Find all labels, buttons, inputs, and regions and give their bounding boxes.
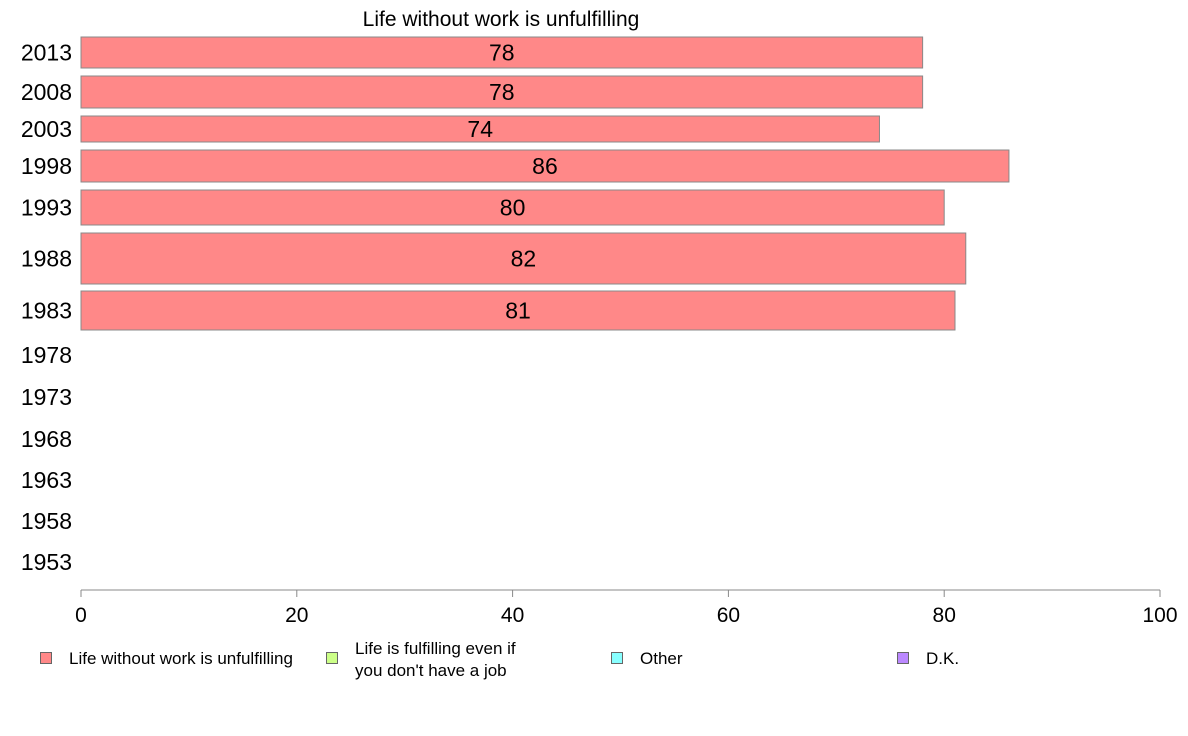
bar bbox=[80, 75, 924, 109]
x-tick-label: 80 bbox=[933, 604, 956, 627]
x-tick-label: 40 bbox=[501, 604, 524, 627]
bar-value-label: 86 bbox=[532, 153, 558, 179]
y-tick-label: 1973 bbox=[21, 384, 72, 410]
legend-item-other: Other bbox=[611, 638, 683, 670]
y-tick-label: 1958 bbox=[21, 508, 72, 534]
legend-label: Other bbox=[640, 649, 683, 668]
x-tick-label: 60 bbox=[717, 604, 740, 627]
y-tick-label: 1993 bbox=[21, 195, 72, 221]
chart-title: Life without work is unfulfilling bbox=[363, 8, 640, 31]
legend-swatch bbox=[611, 652, 623, 664]
y-tick-label: 1998 bbox=[21, 153, 72, 179]
y-tick-label: 1953 bbox=[21, 549, 72, 575]
y-tick-label: 1968 bbox=[21, 426, 72, 452]
x-axis: 0 20 40 60 80 100 bbox=[75, 589, 1178, 627]
y-axis-labels: 2013 2008 2003 1998 1993 1988 1983 1978 1973 1968… bbox=[21, 40, 72, 576]
y-tick-label: 1988 bbox=[21, 246, 72, 272]
y-tick-label: 2003 bbox=[21, 116, 72, 142]
bar bbox=[80, 232, 967, 285]
legend-swatch bbox=[897, 652, 909, 664]
x-tick-label: 100 bbox=[1142, 604, 1177, 627]
bar-value-label: 80 bbox=[500, 195, 526, 221]
bar bbox=[80, 290, 956, 331]
legend-swatch bbox=[40, 652, 52, 664]
bar-value-label: 82 bbox=[511, 246, 537, 272]
y-tick-label: 2008 bbox=[21, 79, 72, 105]
legend-label: Life is fulfilling even if you don't hav… bbox=[355, 639, 516, 680]
legend-item-unfulfilling: Life without work is unfulfilling bbox=[40, 638, 293, 670]
legend: Life without work is unfulfilling Life i… bbox=[0, 638, 1188, 688]
legend-item-fulfilling: Life is fulfilling even if you don't hav… bbox=[326, 638, 516, 682]
bar bbox=[80, 36, 924, 69]
bar-value-label: 74 bbox=[467, 116, 493, 142]
bar bbox=[80, 189, 945, 226]
y-tick-label: 2013 bbox=[21, 40, 72, 66]
bar-chart: Life without work is unfulfilling 78 78 74… bbox=[21, 8, 1178, 627]
y-tick-label: 1978 bbox=[21, 342, 72, 368]
legend-label: D.K. bbox=[926, 649, 960, 668]
x-tick-label: 0 bbox=[75, 604, 87, 627]
legend-label: Life without work is unfulfilling bbox=[69, 649, 293, 668]
bar bbox=[80, 115, 880, 143]
legend-swatch bbox=[326, 652, 338, 664]
bar-value-label: 81 bbox=[505, 298, 531, 324]
bar bbox=[80, 149, 1010, 183]
legend-item-dk: D.K. bbox=[897, 638, 959, 670]
y-tick-label: 1983 bbox=[21, 298, 72, 324]
bar-value-label: 78 bbox=[489, 40, 515, 66]
x-tick-label: 20 bbox=[285, 604, 308, 627]
y-tick-label: 1963 bbox=[21, 467, 72, 493]
bar-value-label: 78 bbox=[489, 79, 515, 105]
